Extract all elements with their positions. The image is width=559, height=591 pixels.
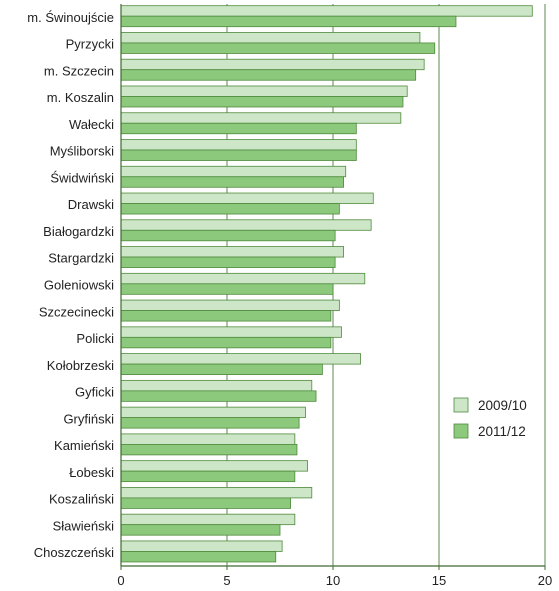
- bar-koszaliński-2011-12: [120, 497, 292, 509]
- bar-białogardzki-2009-10: [120, 219, 372, 231]
- bar-m-koszalin-2011-12: [120, 96, 404, 108]
- bar-myśliborski-2011-12: [120, 149, 357, 161]
- tick-label-20: 20: [538, 573, 552, 588]
- category-label: Drawski: [68, 197, 114, 212]
- category-label: Stargardzki: [48, 251, 114, 266]
- bar-świdwiński-2009-10: [120, 165, 347, 178]
- bar-drawski-2011-12: [120, 203, 340, 215]
- bar-myśliborski-2009-10: [120, 139, 357, 151]
- category-label: Wałecki: [69, 117, 114, 132]
- category-label: m. Świnoujście: [27, 10, 114, 25]
- category-label: Gyficki: [75, 385, 114, 400]
- category-label: Policki: [76, 331, 114, 346]
- category-label: Kamieński: [54, 438, 114, 453]
- bar-koszaliński-2009-10: [120, 487, 313, 499]
- bar-goleniowski-2011-12: [120, 283, 334, 295]
- bar-szczecinecki-2011-12: [120, 310, 332, 322]
- category-label: Świdwiński: [50, 170, 114, 185]
- category-label: Myśliborski: [50, 144, 114, 159]
- bar-stargardzki-2011-12: [120, 256, 336, 268]
- bar-policki-2011-12: [120, 336, 332, 349]
- bar-kołobrzeski-2009-10: [120, 353, 361, 365]
- bar-białogardzki-2011-12: [120, 229, 336, 242]
- bar-drawski-2009-10: [120, 192, 374, 204]
- bar-kamieński-2011-12: [120, 443, 298, 456]
- category-label: Gryfiński: [63, 411, 114, 426]
- bar-łobeski-2011-12: [120, 470, 296, 483]
- category-label: Koszaliński: [49, 492, 114, 507]
- bar-kołobrzeski-2011-12: [120, 363, 323, 376]
- bar-szczecinecki-2009-10: [120, 299, 340, 311]
- bar-m-świnoujście-2011-12: [120, 15, 457, 28]
- bar-m-koszalin-2009-10: [120, 85, 408, 97]
- bar-wałecki-2011-12: [120, 122, 357, 135]
- legend: 2009/10 2011/12: [453, 397, 527, 439]
- x-axis-ticks: 0 5 10 15 20: [117, 566, 552, 588]
- bar-świdwiński-2011-12: [120, 176, 345, 188]
- legend-swatch-2009-10: [453, 397, 469, 413]
- category-label: Choszczeński: [34, 545, 114, 560]
- bars: [120, 5, 533, 563]
- category-label: Szczecinecki: [39, 304, 114, 319]
- bar-pyrzycki-2009-10: [120, 32, 421, 44]
- category-label: m. Szczecin: [44, 63, 114, 78]
- bar-stargardzki-2009-10: [120, 246, 345, 258]
- category-label: Pyrzycki: [66, 37, 115, 52]
- bar-łobeski-2009-10: [120, 460, 308, 472]
- bar-pyrzycki-2011-12: [120, 42, 436, 54]
- tick-label-5: 5: [223, 573, 230, 588]
- legend-label-2011-12: 2011/12: [478, 424, 526, 439]
- bar-gyficki-2009-10: [120, 379, 313, 392]
- bar-kamieński-2009-10: [120, 433, 296, 445]
- bar-gyficki-2011-12: [120, 390, 317, 402]
- bar-m-szczecin-2011-12: [120, 69, 417, 81]
- category-label: Łobeski: [69, 465, 114, 480]
- bar-gryfiński-2011-12: [120, 417, 300, 429]
- bar-sławieński-2009-10: [120, 513, 296, 526]
- category-label: Białogardzki: [43, 224, 114, 239]
- tick-label-15: 15: [432, 573, 446, 588]
- category-label: Kołobrzeski: [47, 358, 114, 373]
- legend-swatch-2011-12: [453, 423, 469, 439]
- category-label: m. Koszalin: [47, 90, 114, 105]
- bar-choszczeński-2009-10: [120, 540, 283, 552]
- legend-label-2009-10: 2009/10: [478, 398, 527, 413]
- bar-sławieński-2011-12: [120, 524, 281, 536]
- category-label: Goleniowski: [44, 278, 114, 293]
- bar-m-szczecin-2009-10: [120, 58, 425, 71]
- bar-m-świnoujście-2009-10: [120, 5, 533, 17]
- tick-label-0: 0: [117, 573, 124, 588]
- category-label: Sławieński: [53, 518, 115, 533]
- bar-goleniowski-2009-10: [120, 272, 366, 285]
- bar-choszczeński-2011-12: [120, 551, 277, 563]
- bar-gryfiński-2009-10: [120, 406, 306, 419]
- tick-label-10: 10: [326, 573, 340, 588]
- bar-policki-2009-10: [120, 326, 342, 338]
- category-labels: m. Świnoujście Pyrzycki m. Szczecin m. Kosz…: [27, 10, 114, 560]
- bar-wałecki-2009-10: [120, 112, 402, 124]
